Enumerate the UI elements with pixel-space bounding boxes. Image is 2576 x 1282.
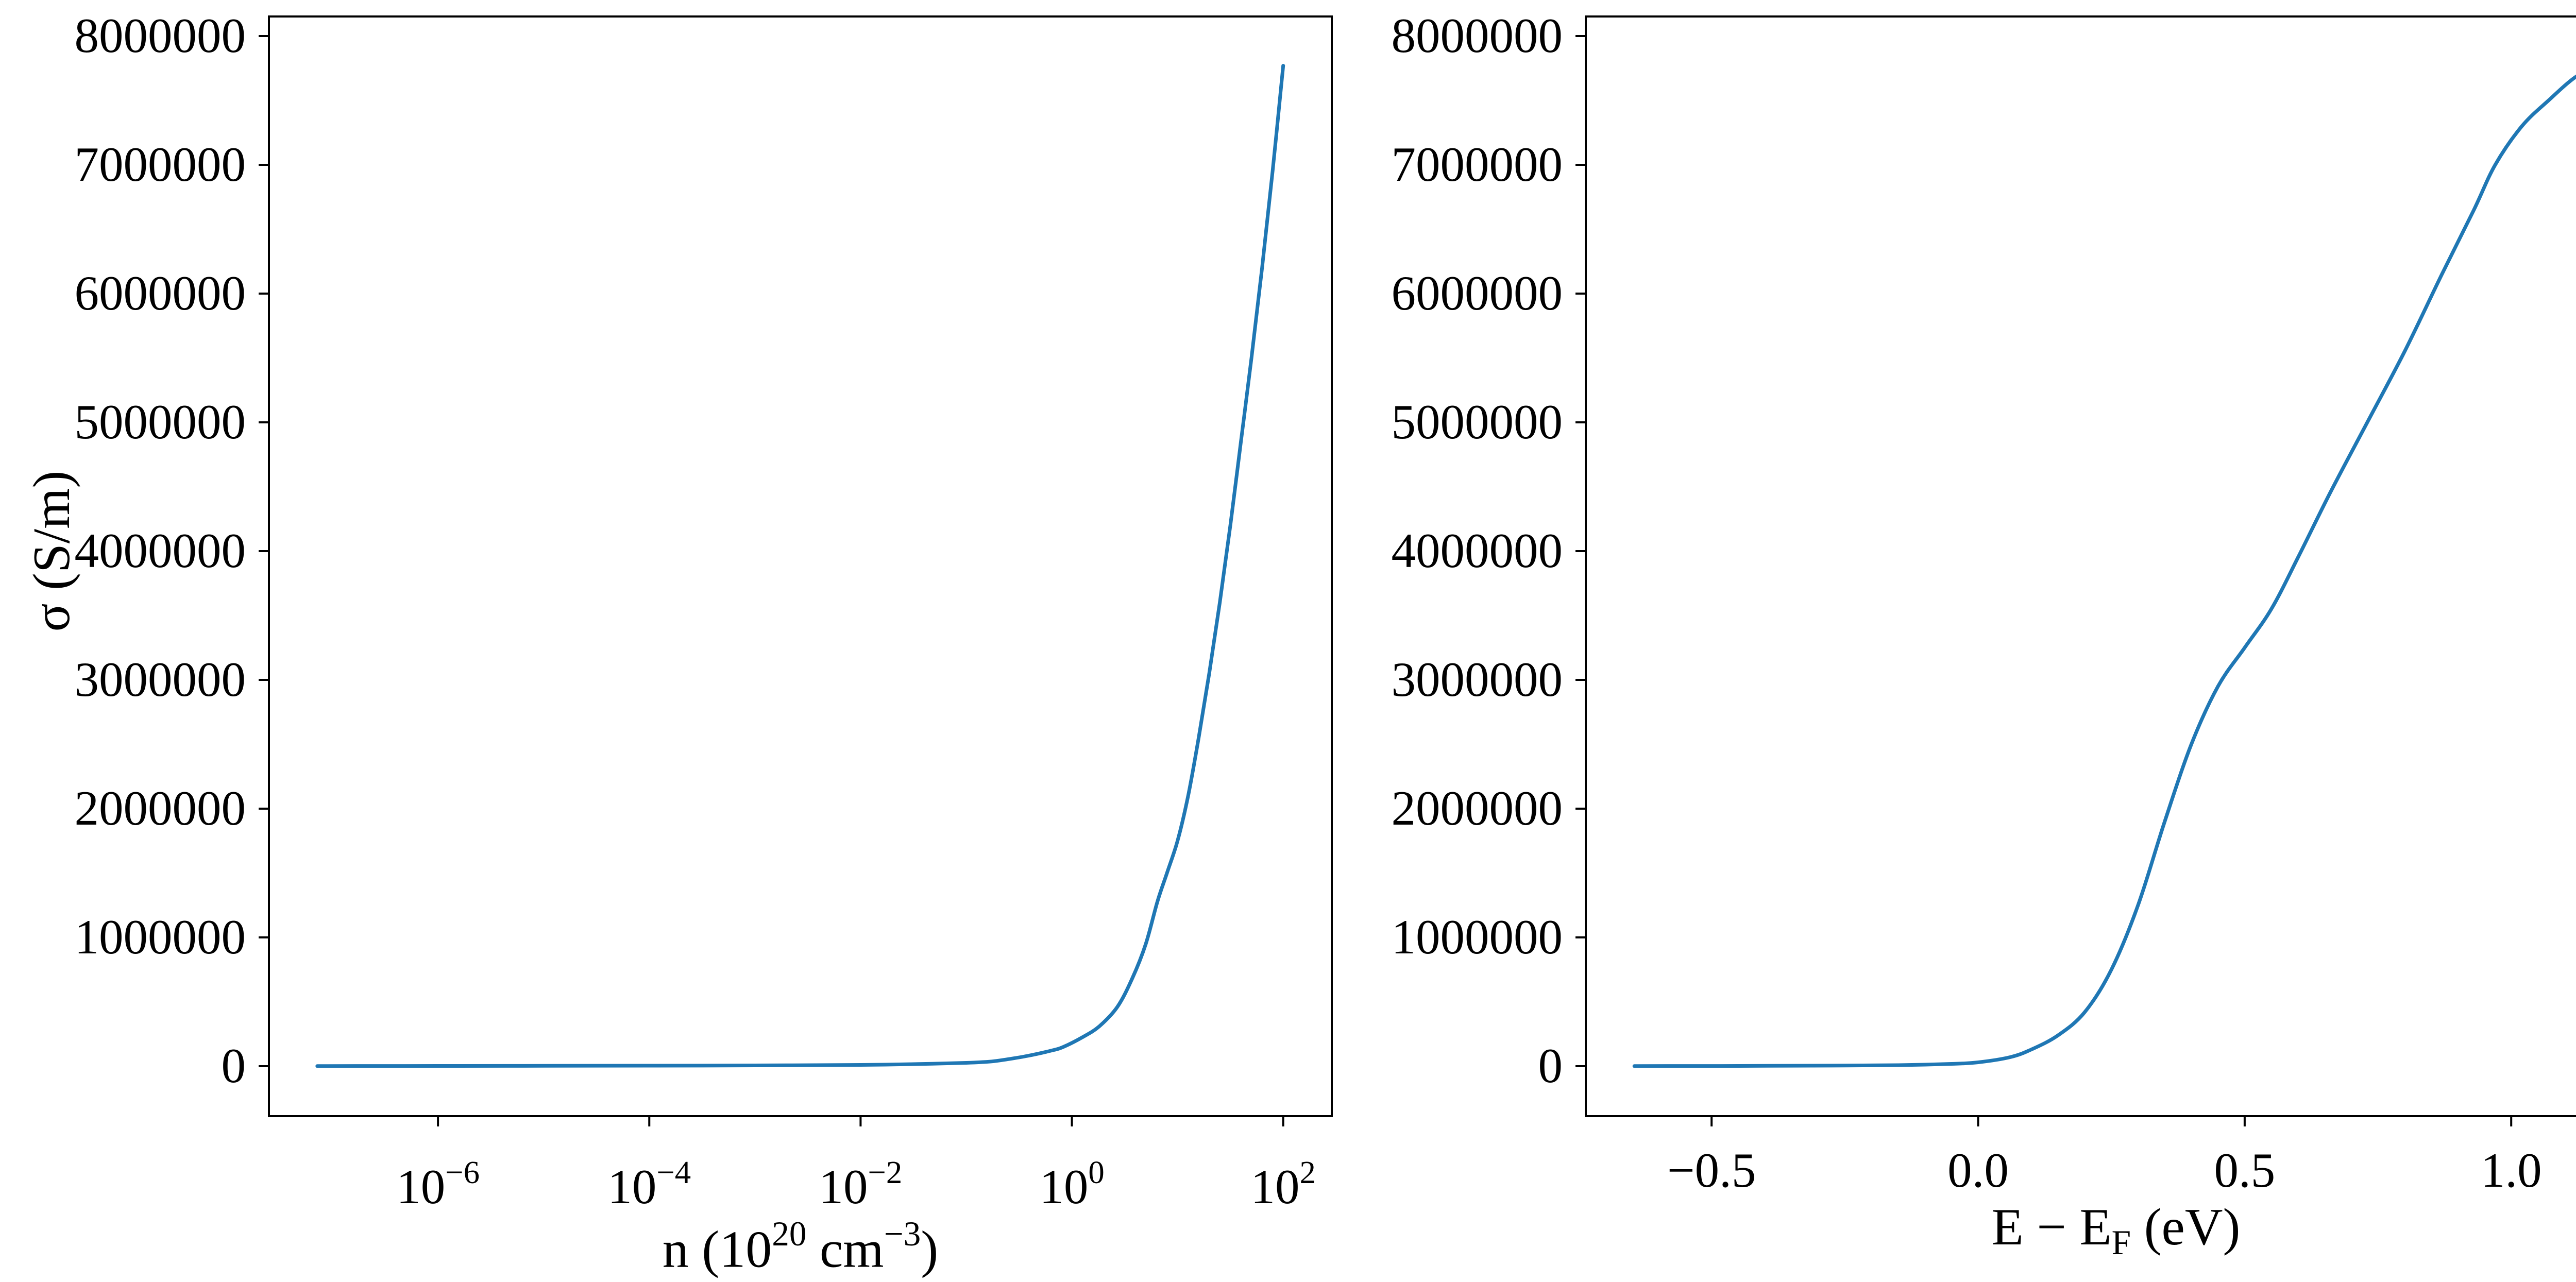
superscript: −3 [884,1215,921,1253]
right-y-tick-label: 5000000 [1391,395,1563,449]
left-y-tick-label: 0 [221,1038,246,1093]
right-y-tick-label: 0 [1538,1038,1563,1093]
right-x-tick-label: 0.5 [2214,1143,2276,1198]
right-plot [1575,15,2576,1126]
right-x-tick-label: 1.0 [2480,1143,2542,1198]
right-y-tick-label: 2000000 [1391,781,1563,835]
right-y-tick-label: 3000000 [1391,652,1563,707]
right-plot-spines [1585,15,2576,1117]
superscript: 20 [772,1215,807,1253]
right-xaxis-label: E − EF (eV) [1991,1198,2241,1262]
right-x-tick-label: 0.0 [1947,1143,2009,1198]
left-y-tick-label: 7000000 [74,137,246,192]
left-y-tick-label: 5000000 [74,395,246,449]
exponent: −4 [656,1154,691,1190]
exponent: −6 [445,1154,480,1190]
exponent: −2 [868,1154,903,1190]
left-plot [259,15,1333,1126]
left-x-tick-label: 102 [1250,1154,1316,1214]
left-y-tick-label: 6000000 [74,266,246,320]
left-x-tick-label: 10−4 [607,1154,691,1214]
left-x-tick-label: 100 [1039,1154,1105,1214]
left-plot-spines [268,15,1333,1117]
right-y-tick-label: 7000000 [1391,137,1563,192]
subscript: F [2111,1223,2131,1262]
right-y-tick-label: 1000000 [1391,910,1563,964]
left-x-tick-label: 10−2 [819,1154,903,1214]
sigma-vs-n-curve [315,64,1285,1068]
sigma-vs-energy-curve [1632,74,2576,1068]
exponent: 0 [1088,1154,1105,1190]
left-x-tick-label: 10−6 [396,1154,480,1214]
right-y-tick-label: 6000000 [1391,266,1563,320]
exponent: 2 [1299,1154,1316,1190]
right-x-tick-label: −0.5 [1667,1143,1756,1198]
left-y-tick-label: 3000000 [74,652,246,707]
left-y-tick-label: 4000000 [74,523,246,578]
left-y-tick-label: 2000000 [74,781,246,835]
right-y-tick-label: 4000000 [1391,523,1563,578]
right-y-tick-label: 8000000 [1391,8,1563,63]
left-yaxis-label: σ (S/m) [23,470,81,632]
left-y-tick-label: 8000000 [74,8,246,63]
left-y-tick-label: 1000000 [74,910,246,964]
left-xaxis-label: n (1020 cm−3) [662,1215,939,1279]
